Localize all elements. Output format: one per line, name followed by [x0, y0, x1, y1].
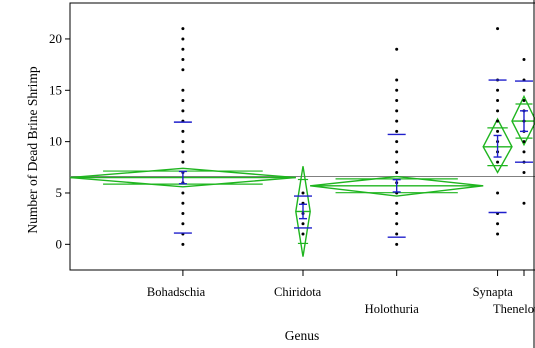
y-tick-label: 0	[56, 236, 63, 251]
group-chiridota	[294, 166, 312, 257]
data-point	[522, 150, 526, 154]
plot-frame	[69, 2, 535, 271]
means-diamond	[511, 94, 535, 147]
data-point	[181, 150, 185, 154]
group-bohadschia	[69, 27, 296, 246]
data-point	[395, 129, 399, 133]
data-point	[522, 88, 526, 92]
data-point	[181, 109, 185, 113]
data-point	[181, 27, 185, 31]
data-point	[395, 212, 399, 216]
data-point	[181, 99, 185, 103]
data-point	[395, 150, 399, 154]
x-tick-label: Thenelota	[493, 302, 535, 316]
data-point	[181, 140, 185, 144]
data-point	[395, 99, 399, 103]
y-axis-title: Number of Dead Brine Shrimp	[25, 66, 40, 233]
x-tick-label: Synapta	[473, 285, 514, 299]
data-point	[181, 129, 185, 133]
data-point	[522, 140, 526, 144]
data-point	[181, 160, 185, 164]
data-point	[395, 222, 399, 226]
data-point	[181, 88, 185, 92]
group-thenelota	[511, 57, 535, 205]
data-point	[181, 68, 185, 72]
y-tick-label: 15	[49, 82, 62, 97]
group-holothuria	[310, 47, 484, 246]
data-point	[496, 109, 500, 113]
data-point	[522, 57, 526, 61]
data-point	[496, 222, 500, 226]
data-point	[181, 37, 185, 41]
data-point	[395, 140, 399, 144]
data-point	[395, 109, 399, 113]
data-point	[395, 201, 399, 205]
data-point	[395, 88, 399, 92]
data-point	[496, 99, 500, 103]
data-point	[496, 191, 500, 195]
data-point	[496, 27, 500, 31]
data-point	[301, 232, 305, 236]
x-tick-label: Chiridota	[274, 285, 322, 299]
data-point	[496, 129, 500, 133]
y-tick-label: 20	[49, 31, 62, 46]
y-tick-label: 5	[56, 185, 63, 200]
data-point	[395, 78, 399, 82]
x-tick-label: Holothuria	[365, 302, 420, 316]
data-point	[181, 242, 185, 246]
data-point	[301, 222, 305, 226]
data-point	[395, 119, 399, 123]
data-point	[395, 242, 399, 246]
data-point	[522, 99, 526, 103]
data-point	[301, 191, 305, 195]
x-axis-title: Genus	[285, 328, 320, 343]
data-point	[181, 212, 185, 216]
data-point	[496, 160, 500, 164]
data-point	[181, 201, 185, 205]
data-point	[522, 201, 526, 205]
data-point	[395, 232, 399, 236]
data-point	[496, 119, 500, 123]
data-point	[181, 47, 185, 51]
data-point	[395, 47, 399, 51]
data-point	[496, 88, 500, 92]
plot-area: 0 5 10 15 20 Bohadschia Chiridota Holothuria Syn…	[49, 0, 535, 348]
data-point	[395, 170, 399, 174]
data-point	[181, 222, 185, 226]
data-point	[181, 191, 185, 195]
data-point	[181, 57, 185, 61]
group-synapta	[482, 27, 513, 236]
data-point	[496, 232, 500, 236]
data-point	[395, 160, 399, 164]
data-point	[522, 170, 526, 174]
y-tick-label: 10	[49, 134, 62, 149]
x-tick-label: Bohadschia	[147, 285, 206, 299]
